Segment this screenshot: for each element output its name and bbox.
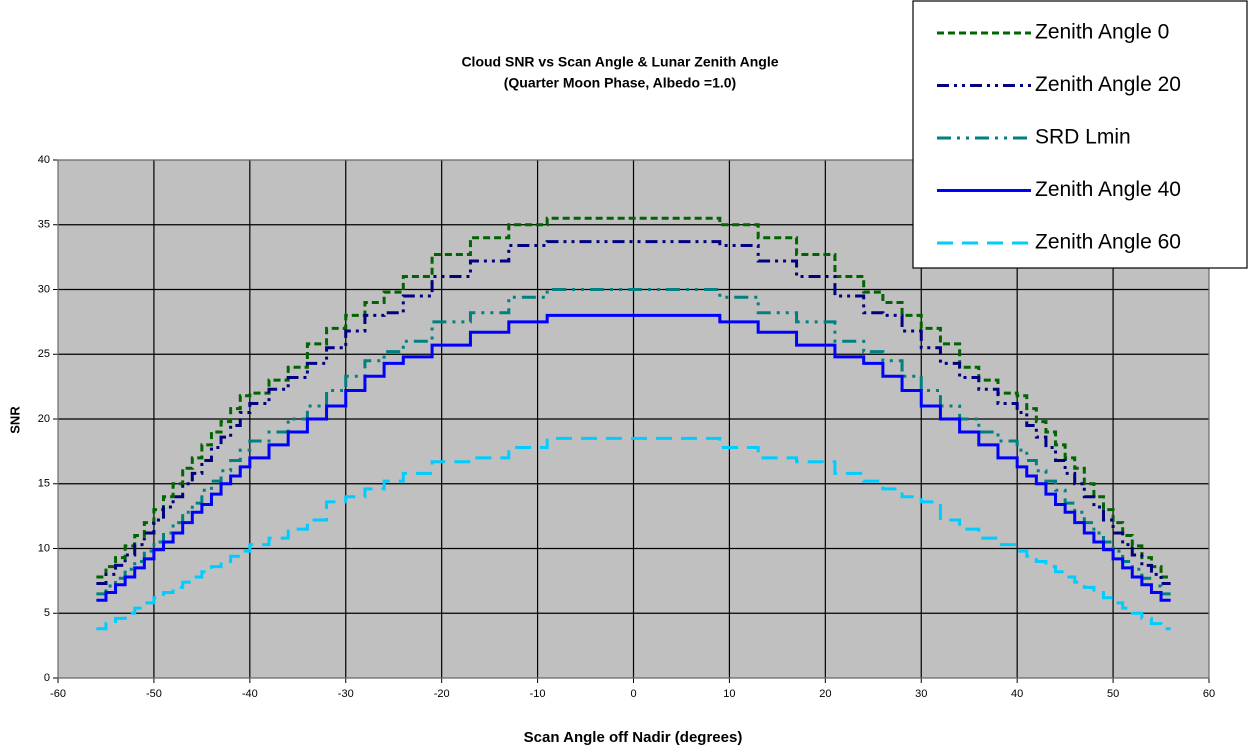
- y-tick-label: 15: [38, 478, 50, 490]
- series-line: [96, 436, 1171, 631]
- legend-label: Zenith Angle 0: [1035, 21, 1169, 44]
- series-line: [96, 216, 1171, 579]
- y-tick-label: 10: [38, 542, 50, 554]
- x-tick-label: 30: [915, 688, 927, 700]
- series-line: [96, 288, 1171, 596]
- x-tick-label: 50: [1107, 688, 1119, 700]
- x-tick-label: -60: [50, 688, 66, 700]
- x-tick-label: -40: [242, 688, 258, 700]
- x-tick-label: 60: [1203, 688, 1215, 700]
- legend-label: Zenith Angle 20: [1035, 73, 1181, 96]
- legend-label: SRD Lmin: [1035, 126, 1131, 149]
- y-tick-label: 5: [44, 607, 50, 619]
- y-tick-label: 20: [38, 413, 50, 425]
- plot-border: [57, 159, 1210, 679]
- x-axis-label: Scan Angle off Nadir (degrees): [524, 729, 743, 746]
- chart-subtitle: (Quarter Moon Phase, Albedo =1.0): [504, 75, 736, 91]
- x-tick-label: -10: [530, 688, 546, 700]
- series-lines: [96, 216, 1171, 631]
- y-axis-label: SNR: [7, 406, 22, 434]
- y-tick-label: 0: [44, 672, 50, 684]
- chart-title: Cloud SNR vs Scan Angle & Lunar Zenith A…: [461, 54, 778, 70]
- legend: Zenith Angle 0 Zenith Angle 20 SRD Lmin Zen…: [912, 0, 1248, 269]
- x-tick-label: 10: [723, 688, 735, 700]
- x-tick-label: -30: [338, 688, 354, 700]
- legend-label: Zenith Angle 40: [1035, 178, 1181, 201]
- legend-label: Zenith Angle 60: [1035, 231, 1181, 254]
- x-tick-label: 40: [1011, 688, 1023, 700]
- x-tick-label: 0: [630, 688, 636, 700]
- x-tick-label: 20: [819, 688, 831, 700]
- x-tick-label: -20: [434, 688, 450, 700]
- y-tick-label: 25: [38, 348, 50, 360]
- y-tick-label: 35: [38, 219, 50, 231]
- legend-box: [912, 0, 1248, 269]
- y-tick-label: 30: [38, 283, 50, 295]
- y-tick-label: 40: [38, 154, 50, 166]
- x-tick-label: -50: [146, 688, 162, 700]
- series-line: [96, 313, 1171, 602]
